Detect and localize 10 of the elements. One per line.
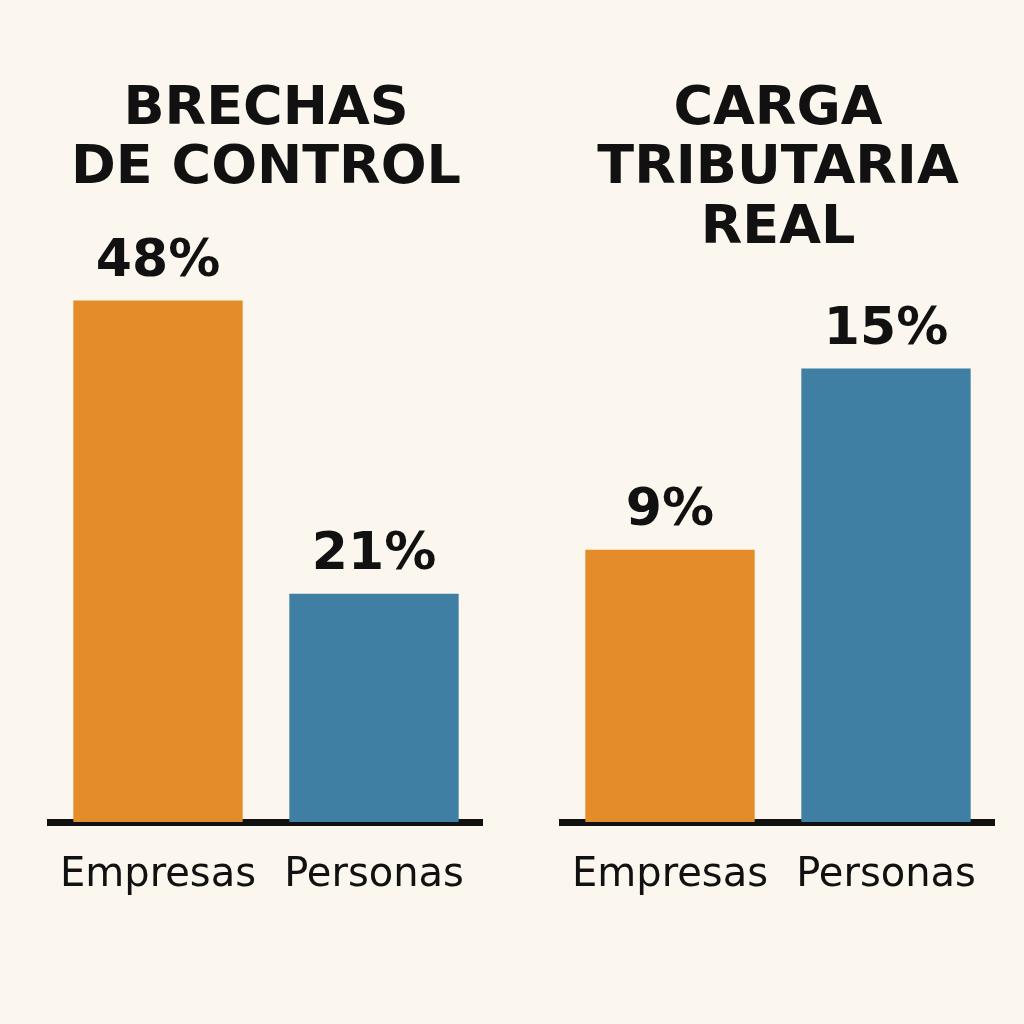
data-label: 48% [95,228,221,289]
x-tick-label: Personas [284,849,464,896]
data-label: 9% [625,477,715,538]
x-tick-label: Empresas [572,849,768,896]
x-tick-label: Empresas [60,849,256,896]
chart-title: BRECHAS DE CONTROL [71,73,461,197]
data-label: 15% [823,295,949,356]
chart-title: CARGA TRIBUTARIA REAL [597,73,959,256]
x-tick-label: Personas [796,849,976,896]
data-label: 21% [311,521,437,582]
